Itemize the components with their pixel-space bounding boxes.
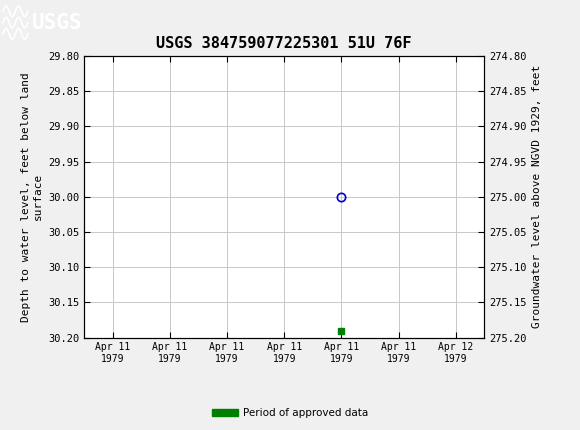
Text: USGS: USGS: [32, 12, 82, 33]
Title: USGS 384759077225301 51U 76F: USGS 384759077225301 51U 76F: [157, 36, 412, 51]
Y-axis label: Groundwater level above NGVD 1929, feet: Groundwater level above NGVD 1929, feet: [532, 65, 542, 329]
Legend: Period of approved data: Period of approved data: [208, 404, 372, 423]
Y-axis label: Depth to water level, feet below land
surface: Depth to water level, feet below land su…: [21, 72, 42, 322]
